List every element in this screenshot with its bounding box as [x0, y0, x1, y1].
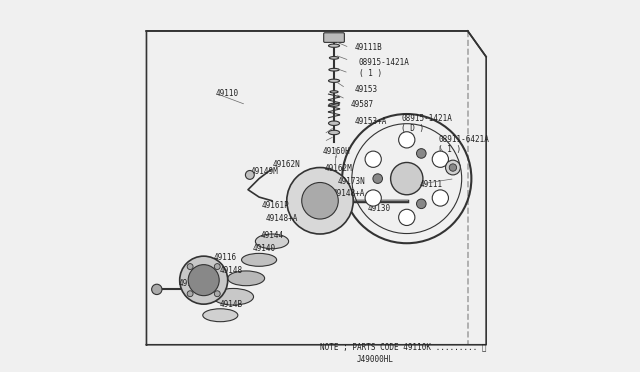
Circle shape: [365, 190, 381, 206]
Text: 49149: 49149: [179, 279, 202, 288]
Circle shape: [188, 264, 220, 296]
Circle shape: [287, 167, 353, 234]
Circle shape: [214, 291, 220, 297]
Text: 49148+A: 49148+A: [332, 189, 365, 198]
Text: 49162N: 49162N: [273, 160, 301, 169]
Text: 08915-1421A
( D ): 08915-1421A ( D ): [401, 113, 452, 133]
Text: 49587: 49587: [351, 100, 374, 109]
Ellipse shape: [203, 309, 238, 322]
Text: 49160H: 49160H: [323, 147, 351, 156]
Circle shape: [365, 151, 381, 167]
Text: 49153+A: 49153+A: [355, 117, 387, 126]
Circle shape: [445, 160, 460, 175]
Circle shape: [399, 209, 415, 225]
Circle shape: [399, 132, 415, 148]
Ellipse shape: [329, 103, 339, 106]
Circle shape: [214, 264, 220, 270]
Circle shape: [432, 151, 449, 167]
Ellipse shape: [255, 234, 289, 249]
Circle shape: [187, 264, 193, 270]
FancyBboxPatch shape: [324, 33, 344, 42]
Text: J49000HL: J49000HL: [357, 355, 394, 364]
Circle shape: [373, 174, 383, 183]
Circle shape: [417, 149, 426, 158]
Ellipse shape: [213, 288, 253, 305]
Circle shape: [432, 190, 449, 206]
Text: 4914B: 4914B: [220, 300, 243, 310]
Text: 49130: 49130: [367, 203, 390, 213]
Circle shape: [245, 170, 254, 179]
Circle shape: [152, 284, 162, 295]
Ellipse shape: [328, 44, 340, 47]
Ellipse shape: [328, 130, 340, 135]
Text: 49144: 49144: [260, 231, 284, 240]
Text: 49148+A: 49148+A: [266, 214, 298, 222]
Text: NOTE ; PARTS CODE 49110K ......... ⓐ: NOTE ; PARTS CODE 49110K ......... ⓐ: [320, 342, 486, 351]
Text: 08911-6421A
( 1 ): 08911-6421A ( 1 ): [438, 135, 489, 154]
Ellipse shape: [330, 57, 339, 59]
Ellipse shape: [228, 271, 264, 286]
Text: 08915-1421A
( 1 ): 08915-1421A ( 1 ): [359, 58, 410, 77]
Text: 49110: 49110: [216, 89, 239, 98]
Ellipse shape: [328, 121, 340, 125]
Circle shape: [180, 256, 228, 304]
Text: 49111: 49111: [420, 180, 443, 189]
Ellipse shape: [328, 79, 340, 82]
Text: 49161P: 49161P: [262, 201, 290, 210]
Circle shape: [301, 183, 339, 219]
Ellipse shape: [241, 253, 276, 266]
Circle shape: [449, 164, 456, 171]
Circle shape: [390, 163, 423, 195]
Circle shape: [417, 199, 426, 209]
Text: 49149M: 49149M: [251, 167, 278, 176]
Text: 49162M: 49162M: [324, 164, 352, 173]
Text: 49173N: 49173N: [338, 177, 365, 186]
Ellipse shape: [329, 68, 339, 71]
Text: 49116: 49116: [214, 253, 237, 263]
Text: 49111B: 49111B: [355, 43, 383, 52]
Ellipse shape: [330, 91, 338, 93]
Text: 49148: 49148: [220, 266, 243, 275]
Text: 49153: 49153: [355, 85, 378, 94]
Circle shape: [187, 291, 193, 297]
Text: 49140: 49140: [253, 244, 276, 253]
